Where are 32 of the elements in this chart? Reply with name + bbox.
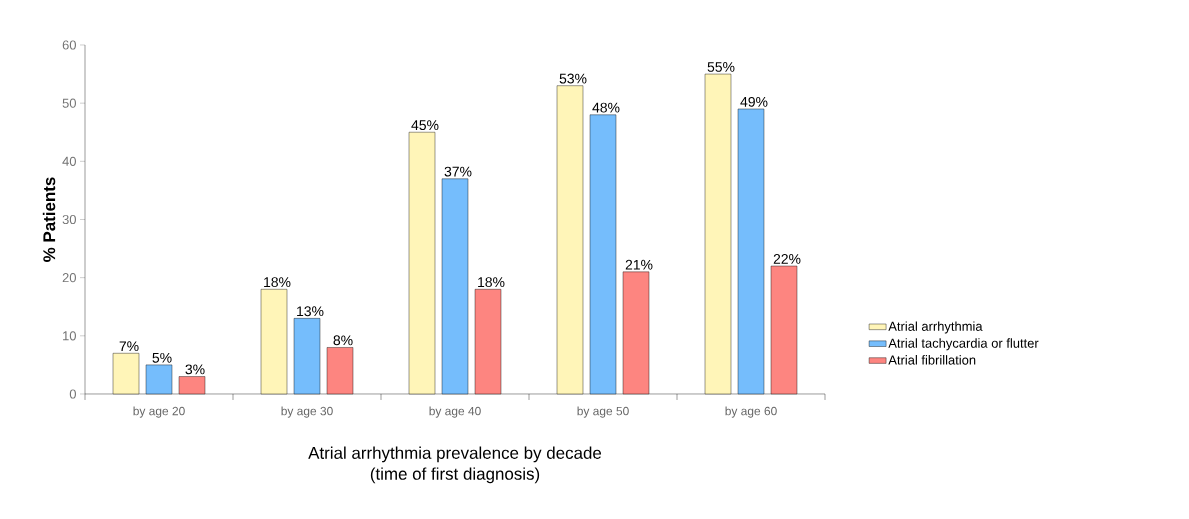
data-label: 5%	[152, 352, 172, 363]
y-tick-label: 40	[62, 156, 76, 166]
legend-label: Atrial fibrillation	[888, 355, 976, 365]
y-tick-label: 50	[62, 98, 76, 108]
data-label: 18%	[264, 277, 291, 288]
x-tick-label: by age 60	[725, 406, 777, 418]
data-label: 13%	[297, 306, 324, 317]
data-label: 53%	[559, 73, 587, 84]
y-axis-title: % Patients	[42, 177, 56, 262]
y-tick-label: 30	[62, 214, 76, 225]
data-label: 45%	[411, 120, 439, 131]
data-label: 48%	[592, 102, 620, 113]
y-tick-label: 0	[69, 389, 76, 399]
data-label: 22%	[773, 253, 801, 264]
data-label: 21%	[625, 259, 653, 270]
y-tick-label: 60	[62, 40, 76, 50]
y-tick-label: 10	[63, 331, 76, 341]
data-label: 7%	[119, 341, 139, 352]
x-tick-label: by age 30	[281, 406, 333, 418]
x-tick-label: by age 40	[429, 406, 481, 418]
legend-label: Atrial arrhythmia	[888, 321, 983, 334]
data-label: 3%	[185, 364, 205, 375]
x-tick-label: by age 50	[577, 406, 629, 418]
data-label: 55%	[707, 62, 735, 72]
y-tick-label: 20	[62, 273, 76, 283]
data-label: 8%	[333, 335, 353, 346]
legend-label: Atrial tachycardia or flutter	[888, 338, 1039, 351]
data-label: 49%	[740, 96, 768, 107]
data-label: 18%	[478, 277, 505, 288]
x-tick-label: by age 20	[133, 406, 185, 418]
data-label: 37%	[444, 166, 472, 177]
x-axis-title: Atrial arrhythmia prevalence by decade (time of first diagnosis)	[308, 446, 602, 484]
